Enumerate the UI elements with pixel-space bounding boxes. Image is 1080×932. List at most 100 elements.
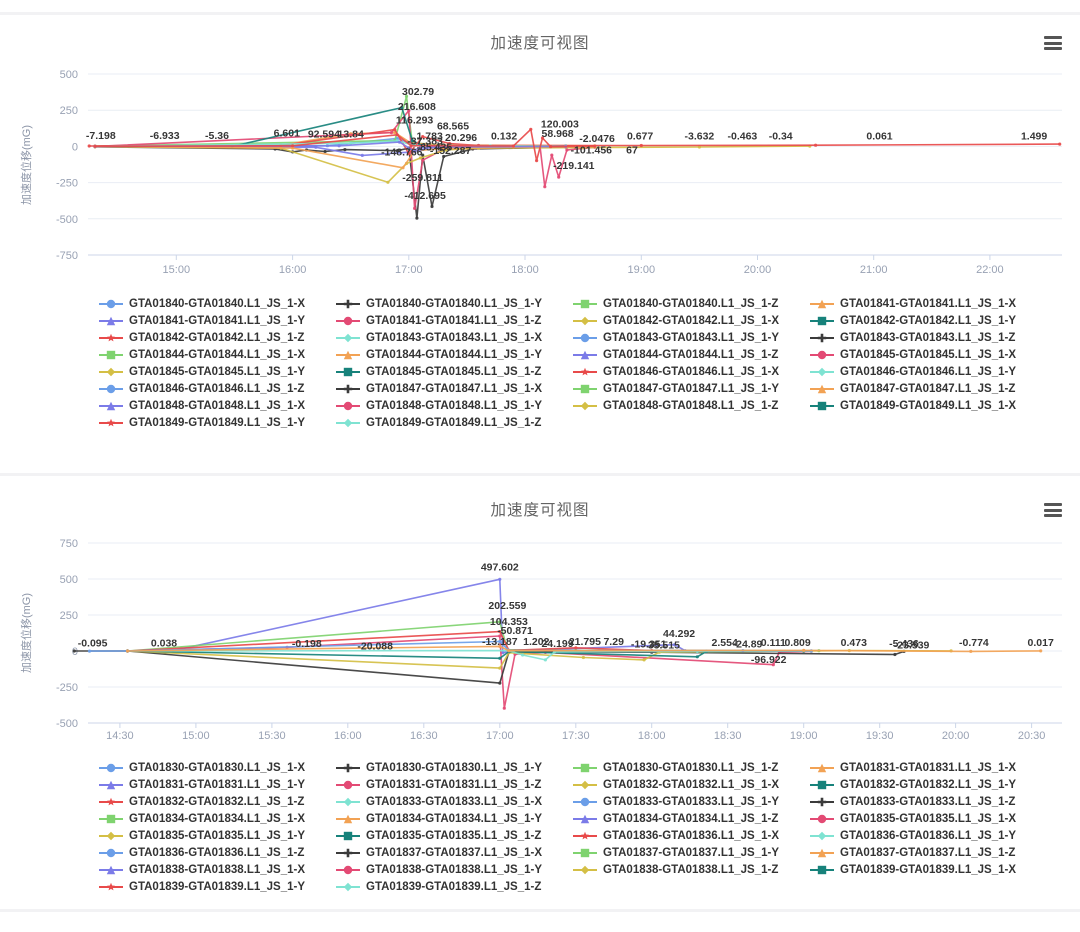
legend-item-label: GTA01838-GTA01838.L1_JS_1-Z xyxy=(603,863,779,876)
legend-item[interactable]: GTA01836-GTA01836.L1_JS_1-X xyxy=(572,829,809,842)
data-label: 68.565 xyxy=(437,120,469,132)
legend-item[interactable]: GTA01838-GTA01838.L1_JS_1-X xyxy=(98,863,335,876)
data-label: 0.809 xyxy=(784,637,810,649)
series-line xyxy=(94,109,596,210)
legend-item[interactable]: GTA01841-GTA01841.L1_JS_1-Y xyxy=(98,314,335,327)
legend-item[interactable]: GTA01830-GTA01830.L1_JS_1-X xyxy=(98,761,335,774)
data-label: 35.515 xyxy=(648,639,680,651)
legend-item[interactable]: GTA01835-GTA01835.L1_JS_1-X xyxy=(809,812,1046,825)
legend-marker-icon xyxy=(573,797,597,806)
legend-item[interactable]: GTA01843-GTA01843.L1_JS_1-Z xyxy=(809,331,1046,344)
legend-item[interactable]: GTA01834-GTA01834.L1_JS_1-Z xyxy=(572,812,809,825)
legend-item[interactable]: GTA01839-GTA01839.L1_JS_1-X xyxy=(809,863,1046,876)
legend-item[interactable]: GTA01846-GTA01846.L1_JS_1-Z xyxy=(98,382,335,395)
legend-item[interactable]: GTA01841-GTA01841.L1_JS_1-X xyxy=(809,297,1046,310)
legend-item[interactable]: GTA01844-GTA01844.L1_JS_1-Z xyxy=(572,348,809,361)
legend-item[interactable]: GTA01843-GTA01843.L1_JS_1-Y xyxy=(572,331,809,344)
legend-item[interactable]: GTA01836-GTA01836.L1_JS_1-Y xyxy=(809,829,1046,842)
legend-item[interactable]: GTA01840-GTA01840.L1_JS_1-Z xyxy=(572,297,809,310)
svg-text:20:00: 20:00 xyxy=(942,730,970,742)
legend-item[interactable]: GTA01848-GTA01848.L1_JS_1-X xyxy=(98,399,335,412)
legend-item-label: GTA01837-GTA01837.L1_JS_1-Z xyxy=(840,846,1016,859)
legend-item[interactable]: GTA01845-GTA01845.L1_JS_1-X xyxy=(809,348,1046,361)
legend-marker-icon xyxy=(99,814,123,823)
legend-item[interactable]: GTA01840-GTA01840.L1_JS_1-Y xyxy=(335,297,572,310)
legend-item[interactable]: GTA01844-GTA01844.L1_JS_1-Y xyxy=(335,348,572,361)
legend-item[interactable]: GTA01838-GTA01838.L1_JS_1-Z xyxy=(572,863,809,876)
legend-item[interactable]: GTA01849-GTA01849.L1_JS_1-Z xyxy=(335,416,572,429)
legend-item[interactable]: GTA01837-GTA01837.L1_JS_1-Y xyxy=(572,846,809,859)
legend-item[interactable]: GTA01833-GTA01833.L1_JS_1-Z xyxy=(809,795,1046,808)
legend-item[interactable]: GTA01842-GTA01842.L1_JS_1-Z xyxy=(98,331,335,344)
data-label: -0.095 xyxy=(78,638,108,650)
legend-item[interactable]: GTA01841-GTA01841.L1_JS_1-Z xyxy=(335,314,572,327)
data-label: 24.199 xyxy=(541,638,573,650)
legend-item[interactable]: GTA01839-GTA01839.L1_JS_1-Y xyxy=(98,880,335,893)
svg-text:750: 750 xyxy=(60,538,78,550)
legend-marker-icon xyxy=(99,299,123,308)
legend-item[interactable]: GTA01848-GTA01848.L1_JS_1-Y xyxy=(335,399,572,412)
legend-item-label: GTA01845-GTA01845.L1_JS_1-X xyxy=(840,348,1016,361)
legend-item[interactable]: GTA01832-GTA01832.L1_JS_1-X xyxy=(572,778,809,791)
legend-item-label: GTA01832-GTA01832.L1_JS_1-Z xyxy=(129,795,305,808)
legend-item[interactable]: GTA01838-GTA01838.L1_JS_1-Y xyxy=(335,863,572,876)
legend-item-label: GTA01834-GTA01834.L1_JS_1-X xyxy=(129,812,305,825)
legend-item[interactable]: GTA01837-GTA01837.L1_JS_1-X xyxy=(335,846,572,859)
data-label: 302.79 xyxy=(402,86,434,98)
legend-item[interactable]: GTA01845-GTA01845.L1_JS_1-Z xyxy=(335,365,572,378)
svg-text:19:00: 19:00 xyxy=(628,264,656,276)
legend-item-label: GTA01846-GTA01846.L1_JS_1-X xyxy=(603,365,779,378)
legend-item[interactable]: GTA01833-GTA01833.L1_JS_1-Y xyxy=(572,795,809,808)
legend-marker-icon xyxy=(99,316,123,325)
legend-marker-icon xyxy=(810,763,834,772)
legend-item[interactable]: GTA01847-GTA01847.L1_JS_1-X xyxy=(335,382,572,395)
legend-marker-icon xyxy=(336,333,360,342)
legend-item[interactable]: GTA01831-GTA01831.L1_JS_1-Y xyxy=(98,778,335,791)
legend-item[interactable]: GTA01837-GTA01837.L1_JS_1-Z xyxy=(809,846,1046,859)
legend-marker-icon xyxy=(810,367,834,376)
legend-item-label: GTA01840-GTA01840.L1_JS_1-Y xyxy=(366,297,542,310)
legend-item-label: GTA01844-GTA01844.L1_JS_1-Z xyxy=(603,348,779,361)
legend-item[interactable]: GTA01831-GTA01831.L1_JS_1-Z xyxy=(335,778,572,791)
legend-item[interactable]: GTA01846-GTA01846.L1_JS_1-Y xyxy=(809,365,1046,378)
svg-text:22:00: 22:00 xyxy=(976,264,1004,276)
data-label: -37.383 xyxy=(407,135,443,147)
legend-item[interactable]: GTA01836-GTA01836.L1_JS_1-Z xyxy=(98,846,335,859)
data-label: 1.783 xyxy=(417,130,443,142)
svg-text:14:30: 14:30 xyxy=(106,730,134,742)
legend-item[interactable]: GTA01830-GTA01830.L1_JS_1-Z xyxy=(572,761,809,774)
legend-item[interactable]: GTA01849-GTA01849.L1_JS_1-X xyxy=(809,399,1046,412)
legend-item[interactable]: GTA01842-GTA01842.L1_JS_1-Y xyxy=(809,314,1046,327)
legend-item[interactable]: GTA01848-GTA01848.L1_JS_1-Z xyxy=(572,399,809,412)
svg-text:19:30: 19:30 xyxy=(866,730,894,742)
legend-item[interactable]: GTA01830-GTA01830.L1_JS_1-Y xyxy=(335,761,572,774)
legend-item[interactable]: GTA01847-GTA01847.L1_JS_1-Z xyxy=(809,382,1046,395)
legend-marker-icon xyxy=(573,350,597,359)
legend-item[interactable]: GTA01834-GTA01834.L1_JS_1-X xyxy=(98,812,335,825)
legend-item[interactable]: GTA01849-GTA01849.L1_JS_1-Y xyxy=(98,416,335,429)
legend-item[interactable]: GTA01831-GTA01831.L1_JS_1-X xyxy=(809,761,1046,774)
legend-item[interactable]: GTA01843-GTA01843.L1_JS_1-X xyxy=(335,331,572,344)
hamburger-menu-icon[interactable] xyxy=(1042,501,1064,519)
legend-item[interactable]: GTA01842-GTA01842.L1_JS_1-X xyxy=(572,314,809,327)
data-label: 497.602 xyxy=(481,561,519,573)
legend-item[interactable]: GTA01846-GTA01846.L1_JS_1-X xyxy=(572,365,809,378)
legend-item-label: GTA01834-GTA01834.L1_JS_1-Y xyxy=(366,812,542,825)
legend-item-label: GTA01840-GTA01840.L1_JS_1-X xyxy=(129,297,305,310)
legend-item[interactable]: GTA01832-GTA01832.L1_JS_1-Z xyxy=(98,795,335,808)
legend-item[interactable]: GTA01832-GTA01832.L1_JS_1-Y xyxy=(809,778,1046,791)
legend-item[interactable]: GTA01840-GTA01840.L1_JS_1-X xyxy=(98,297,335,310)
legend-item-label: GTA01833-GTA01833.L1_JS_1-Z xyxy=(840,795,1016,808)
legend-item[interactable]: GTA01844-GTA01844.L1_JS_1-X xyxy=(98,348,335,361)
legend-item[interactable]: GTA01833-GTA01833.L1_JS_1-X xyxy=(335,795,572,808)
legend-item[interactable]: GTA01835-GTA01835.L1_JS_1-Z xyxy=(335,829,572,842)
legend-item[interactable]: GTA01835-GTA01835.L1_JS_1-Y xyxy=(98,829,335,842)
svg-text:加速度位移(mG): 加速度位移(mG) xyxy=(19,593,33,673)
legend-item-label: GTA01840-GTA01840.L1_JS_1-Z xyxy=(603,297,779,310)
hamburger-menu-icon[interactable] xyxy=(1042,34,1064,52)
legend-item[interactable]: GTA01834-GTA01834.L1_JS_1-Y xyxy=(335,812,572,825)
legend-item-label: GTA01842-GTA01842.L1_JS_1-X xyxy=(603,314,779,327)
legend-item[interactable]: GTA01845-GTA01845.L1_JS_1-Y xyxy=(98,365,335,378)
legend-item[interactable]: GTA01847-GTA01847.L1_JS_1-Y xyxy=(572,382,809,395)
legend-item[interactable]: GTA01839-GTA01839.L1_JS_1-Z xyxy=(335,880,572,893)
